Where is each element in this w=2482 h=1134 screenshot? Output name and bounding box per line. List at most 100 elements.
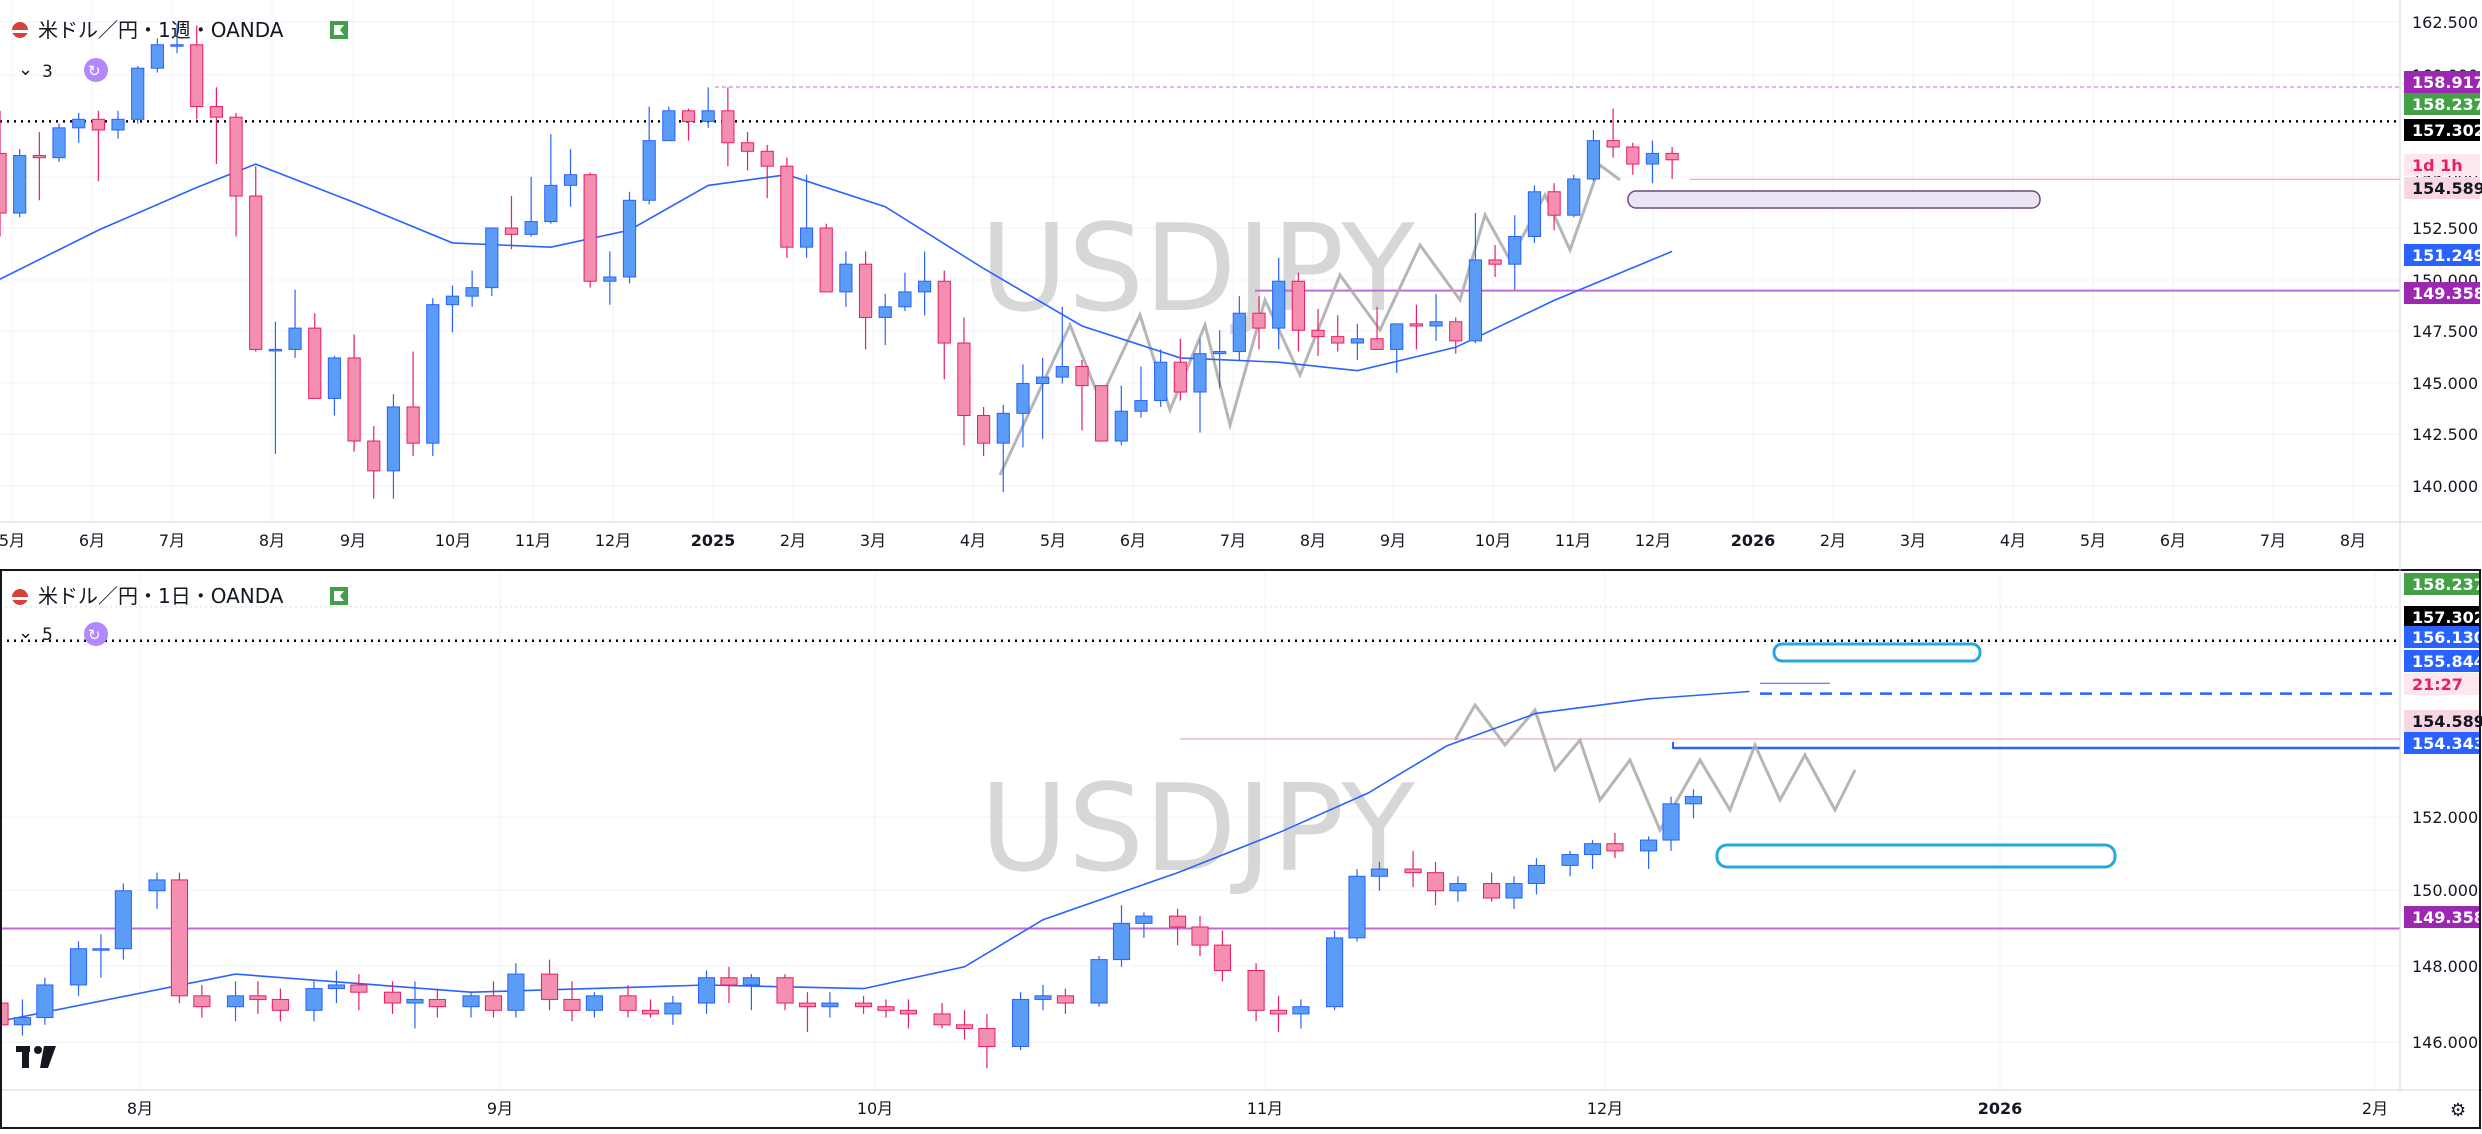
candle-body <box>1426 872 1445 892</box>
candle <box>996 404 1010 493</box>
logo-stem <box>22 1046 29 1068</box>
candle-body <box>821 1002 839 1008</box>
candle-body <box>308 327 322 399</box>
price-tag-bg <box>2404 71 2480 93</box>
time-axis-label: 2025 <box>691 531 736 550</box>
price-tag-label: 157.302 <box>2412 608 2482 627</box>
candle <box>1583 840 1602 870</box>
candle-body <box>1134 400 1148 412</box>
candle-body <box>858 263 873 318</box>
candle-body <box>1606 140 1620 148</box>
candle <box>32 132 46 201</box>
candle <box>603 251 617 305</box>
candle-body <box>1056 995 1074 1004</box>
daily-price-axis[interactable]: 152.000 150.000 148.000 146.000 <box>2412 808 2478 1052</box>
weekly-candles <box>0 23 1679 499</box>
sync-icon[interactable] <box>84 58 108 82</box>
candle <box>1055 306 1069 384</box>
candle <box>305 981 323 1022</box>
candle <box>937 270 951 380</box>
candle-body <box>1606 843 1624 852</box>
price-tag-label: 154.589 <box>2412 179 2482 198</box>
daily-upper-zone-box[interactable] <box>1772 642 1982 663</box>
candle-body <box>1112 922 1131 961</box>
candle-body <box>1252 312 1266 329</box>
candle <box>854 995 873 1014</box>
candle <box>1350 323 1364 361</box>
price-tag-bg <box>2404 732 2480 754</box>
candle <box>877 999 895 1018</box>
candle <box>839 251 853 307</box>
daily-legend[interactable]: 米ドル／円・1日・OANDA ⌄ 5 ↻ <box>12 584 348 646</box>
candle <box>544 134 558 224</box>
daily-symbol-title[interactable]: 米ドル／円・1日・OANDA <box>38 584 284 608</box>
candle-body <box>507 973 525 1011</box>
candle-body <box>226 995 245 1008</box>
candle-body <box>193 995 211 1008</box>
time-axis-label: 8月 <box>259 531 285 550</box>
weekly-legend[interactable]: 米ドル／円・1週・OANDA ⌄ 3 ↻ <box>12 18 348 82</box>
candle <box>1134 366 1148 418</box>
flag-glyph <box>334 25 344 35</box>
candle-body <box>484 995 503 1011</box>
candle <box>1370 306 1384 350</box>
candle <box>1662 796 1680 851</box>
price-tag-bg <box>2404 154 2480 176</box>
time-axis-label: 10月 <box>1475 531 1511 550</box>
daily-time-axis[interactable]: 8月 9月 10月 11月 12月 2026 2月 <box>127 1099 2388 1118</box>
daily-indicator-count[interactable]: 5 <box>42 625 53 645</box>
chevron-down-icon[interactable]: ⌄ <box>18 622 33 643</box>
weekly-levels <box>0 86 2400 292</box>
candle <box>978 1013 996 1069</box>
time-axis-label: 8月 <box>1300 531 1326 550</box>
candle <box>1168 908 1187 946</box>
candle-body <box>350 984 368 993</box>
candle-body <box>854 1002 873 1008</box>
candle-body <box>13 155 27 214</box>
price-tag-bg <box>2404 119 2480 141</box>
candle <box>69 941 88 996</box>
candle-body <box>150 44 164 69</box>
candle-body <box>1505 883 1523 899</box>
candle-body <box>1488 259 1502 265</box>
settings-gear-icon[interactable]: ⚙ <box>2450 1100 2466 1121</box>
candle <box>426 298 440 456</box>
candle <box>1112 905 1131 967</box>
candle-body <box>622 199 637 278</box>
candle <box>1468 213 1483 344</box>
candle <box>114 883 132 960</box>
weekly-symbol-title[interactable]: 米ドル／円・1週・OANDA <box>38 18 284 42</box>
candle <box>798 992 817 1033</box>
weekly-pane[interactable]: USDJPY 米ドル／円・1週・OANDA ⌄ 3 ↻ 162.500160.0… <box>0 0 2482 550</box>
candle <box>504 196 519 250</box>
sync-icon[interactable] <box>84 622 108 646</box>
daily-lower-zone-box[interactable] <box>1715 843 2117 869</box>
price-tag-bg <box>2404 650 2480 672</box>
candle <box>1449 876 1467 902</box>
candle <box>268 321 283 454</box>
candle <box>170 872 189 1004</box>
price-tag-label: 157.302 <box>2412 121 2482 140</box>
time-axis-label: 2026 <box>1731 531 1776 550</box>
weekly-indicator-count[interactable]: 3 <box>42 62 53 82</box>
tradingview-logo-icon[interactable] <box>16 1046 56 1068</box>
time-axis-label: 6月 <box>1120 531 1146 550</box>
daily-pane[interactable]: USDJPY 米ドル／円・1日・OANDA ⌄ 5 ↻ <box>0 572 2482 1130</box>
candle-body <box>603 276 617 282</box>
candle-body <box>1168 915 1187 928</box>
candle-body <box>1449 321 1463 342</box>
time-axis-label: 2月 <box>2362 1099 2388 1118</box>
candle <box>1390 323 1404 373</box>
chevron-down-icon[interactable]: ⌄ <box>18 59 33 80</box>
weekly-time-axis[interactable]: 5月 6月 7月 8月 9月 10月 11月 12月 2025 2月 3月 4月 5月 6月 7月 8月 9月 1… <box>0 531 2366 550</box>
candle <box>878 294 892 346</box>
candle-body <box>0 1002 9 1026</box>
weekly-range-box[interactable] <box>1627 190 2041 209</box>
candle <box>0 110 7 237</box>
candle-body <box>69 948 88 986</box>
candle <box>1272 257 1286 350</box>
weekly-watermark: USDJPY <box>980 200 1416 339</box>
candle-body <box>1213 944 1232 971</box>
time-axis-label: 9月 <box>487 1099 513 1118</box>
